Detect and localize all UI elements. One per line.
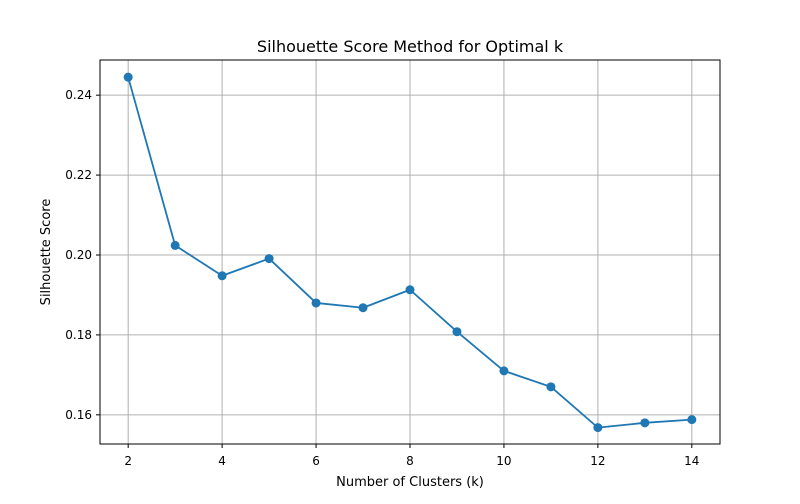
y-tick-label: 0.20 <box>65 248 92 262</box>
data-point <box>311 298 321 308</box>
grid-lines <box>100 60 720 444</box>
data-point <box>593 423 603 433</box>
data-point <box>405 285 415 295</box>
plot-frame <box>99 59 721 445</box>
data-point <box>546 382 556 392</box>
y-axis-label: Silhouette Score <box>39 199 54 306</box>
data-point <box>687 415 697 425</box>
data-series <box>123 72 697 433</box>
data-point <box>452 327 462 337</box>
x-tick-label: 14 <box>684 454 699 468</box>
x-tick-label: 10 <box>496 454 511 468</box>
y-tick-label: 0.16 <box>65 408 92 422</box>
x-axis-label: Number of Clusters (k) <box>336 475 484 490</box>
data-point <box>217 271 227 281</box>
x-tick-label: 12 <box>590 454 605 468</box>
x-tick-label: 8 <box>406 454 414 468</box>
axis-ticks: 2 4 6 8 10 12 14 0.16 0.18 0.20 0.22 0.24 <box>65 88 699 468</box>
data-point <box>499 366 509 376</box>
data-point <box>170 240 180 250</box>
data-point <box>123 72 133 82</box>
y-tick-label: 0.18 <box>65 328 92 342</box>
x-tick-label: 4 <box>218 454 226 468</box>
x-tick-label: 2 <box>124 454 132 468</box>
data-point <box>264 254 274 264</box>
chart-title: Silhouette Score Method for Optimal k <box>257 37 564 56</box>
data-point <box>640 418 650 428</box>
x-tick-label: 6 <box>312 454 320 468</box>
y-tick-label: 0.24 <box>65 88 92 102</box>
data-point <box>358 303 368 313</box>
y-tick-label: 0.22 <box>65 168 92 182</box>
